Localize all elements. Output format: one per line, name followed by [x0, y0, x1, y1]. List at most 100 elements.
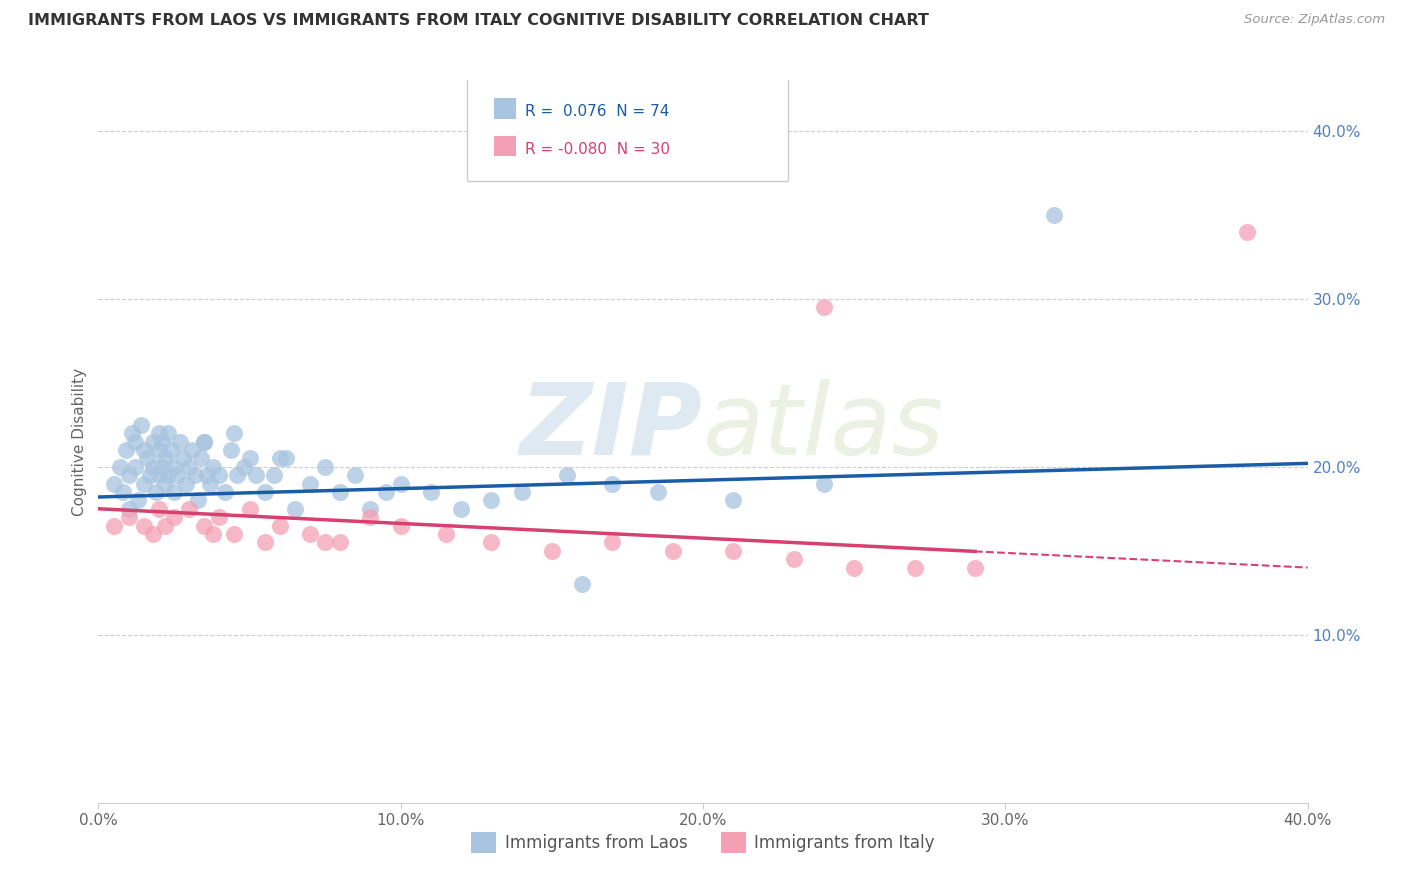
Point	[132, 442, 155, 457]
Text: Source: ZipAtlas.com: Source: ZipAtlas.com	[1244, 13, 1385, 27]
Point	[124, 459, 146, 474]
Point	[299, 476, 322, 491]
Point	[160, 442, 183, 457]
Point	[127, 493, 149, 508]
Point	[150, 434, 173, 449]
Point	[132, 518, 155, 533]
Point	[374, 485, 396, 500]
Point	[723, 543, 745, 558]
Text: R = -0.080  N = 30: R = -0.080 N = 30	[526, 142, 671, 157]
Point	[434, 527, 457, 541]
Point	[118, 468, 141, 483]
Point	[118, 510, 141, 524]
Point	[420, 485, 443, 500]
Point	[360, 510, 382, 524]
Point	[844, 560, 866, 574]
Point	[200, 476, 222, 491]
Point	[193, 518, 215, 533]
Point	[783, 552, 806, 566]
Point	[481, 535, 503, 549]
Point	[108, 459, 131, 474]
Text: R =  0.076  N = 74: R = 0.076 N = 74	[526, 104, 669, 120]
Point	[813, 476, 835, 491]
Point	[153, 451, 176, 466]
Point	[129, 417, 152, 432]
Point	[121, 426, 143, 441]
Point	[360, 501, 382, 516]
Point	[153, 518, 176, 533]
Point	[156, 468, 179, 483]
Point	[166, 468, 188, 483]
Point	[124, 434, 146, 449]
Point	[132, 476, 155, 491]
Point	[179, 501, 201, 516]
Point	[253, 485, 276, 500]
Point	[813, 300, 835, 314]
Point	[269, 451, 291, 466]
Text: atlas: atlas	[703, 378, 945, 475]
Point	[118, 501, 141, 516]
Point	[169, 434, 191, 449]
Point	[239, 451, 262, 466]
Point	[193, 434, 215, 449]
Point	[329, 485, 352, 500]
Point	[202, 527, 225, 541]
Point	[214, 485, 236, 500]
Point	[208, 468, 231, 483]
Point	[904, 560, 927, 574]
Point	[389, 476, 412, 491]
Point	[187, 493, 209, 508]
Point	[142, 527, 165, 541]
FancyBboxPatch shape	[494, 136, 516, 156]
Point	[245, 468, 267, 483]
Legend: Immigrants from Laos, Immigrants from Italy: Immigrants from Laos, Immigrants from It…	[465, 826, 941, 860]
Point	[344, 468, 367, 483]
Point	[224, 426, 246, 441]
Point	[221, 442, 243, 457]
Point	[103, 476, 125, 491]
Point	[148, 501, 170, 516]
Point	[239, 501, 262, 516]
Point	[481, 493, 503, 508]
Point	[540, 543, 562, 558]
Point	[314, 535, 336, 549]
Text: ZIP: ZIP	[520, 378, 703, 475]
Point	[263, 468, 285, 483]
Point	[329, 535, 352, 549]
Point	[163, 510, 186, 524]
Point	[224, 527, 246, 541]
Text: IMMIGRANTS FROM LAOS VS IMMIGRANTS FROM ITALY COGNITIVE DISABILITY CORRELATION C: IMMIGRANTS FROM LAOS VS IMMIGRANTS FROM …	[28, 13, 929, 29]
Point	[135, 451, 157, 466]
Point	[148, 468, 170, 483]
Point	[184, 468, 207, 483]
Point	[269, 518, 291, 533]
Point	[602, 476, 624, 491]
Point	[148, 442, 170, 457]
FancyBboxPatch shape	[467, 77, 787, 181]
Point	[232, 459, 254, 474]
Point	[226, 468, 249, 483]
Point	[150, 459, 173, 474]
Point	[202, 459, 225, 474]
Point	[174, 476, 197, 491]
Point	[156, 426, 179, 441]
Point	[723, 493, 745, 508]
Point	[253, 535, 276, 549]
Point	[193, 434, 215, 449]
Point	[510, 485, 533, 500]
Point	[661, 543, 683, 558]
Point	[172, 451, 194, 466]
Point	[647, 485, 669, 500]
Point	[571, 577, 593, 591]
Point	[148, 426, 170, 441]
Point	[208, 510, 231, 524]
Point	[163, 485, 186, 500]
Point	[602, 535, 624, 549]
Point	[153, 476, 176, 491]
Point	[555, 468, 578, 483]
Point	[1236, 225, 1258, 239]
Point	[389, 518, 412, 533]
Point	[314, 459, 336, 474]
FancyBboxPatch shape	[494, 98, 516, 119]
Point	[450, 501, 472, 516]
